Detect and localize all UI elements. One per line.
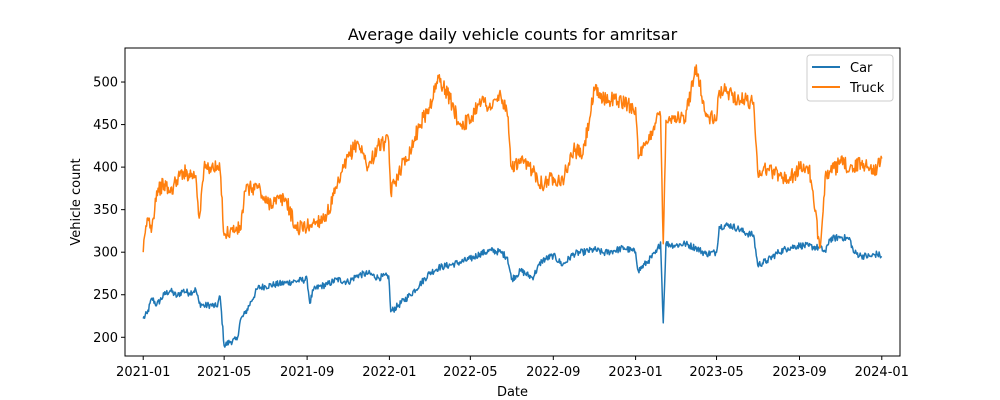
legend-car-label: Car [850, 61, 873, 76]
legend: Car Truck [806, 54, 894, 102]
x-tick-label: 2023-09 [772, 365, 826, 380]
x-tick-label: 2021-01 [116, 365, 170, 380]
y-tick-label: 400 [93, 161, 118, 176]
y-tick-label: 250 [93, 288, 118, 303]
y-axis: 200 250 300 350 400 450 500 [93, 76, 125, 346]
x-tick-label: 2021-05 [197, 365, 251, 380]
y-tick-label: 450 [93, 118, 118, 133]
series-line-truck [142, 64, 883, 253]
plot-area [124, 47, 901, 357]
x-tick-label: 2022-09 [526, 365, 580, 380]
chart-title: Average daily vehicle counts for amritsa… [348, 25, 678, 44]
y-tick-label: 300 [93, 246, 118, 261]
plot-background [125, 48, 900, 356]
x-tick-label: 2021-09 [280, 365, 334, 380]
legend-truck-label: Truck [849, 81, 885, 96]
x-axis-title: Date [497, 385, 528, 400]
y-axis-title: Vehicle count [69, 158, 84, 245]
x-tick-label: 2022-05 [443, 365, 497, 380]
y-tick-label: 350 [93, 203, 118, 218]
y-tick-label: 200 [93, 331, 118, 346]
x-tick-label: 2022-01 [362, 365, 416, 380]
x-axis: 2021-01 2021-05 2021-09 2022-01 2022-05 2022-… [116, 356, 909, 380]
plot-frame [124, 47, 901, 357]
x-tick-label: 2023-01 [608, 365, 662, 380]
series-line-car [142, 222, 883, 348]
y-tick-label: 500 [93, 76, 118, 91]
x-tick-label: 2023-05 [689, 365, 743, 380]
x-tick-label: 2024-01 [855, 365, 909, 380]
series-layer [142, 64, 883, 348]
